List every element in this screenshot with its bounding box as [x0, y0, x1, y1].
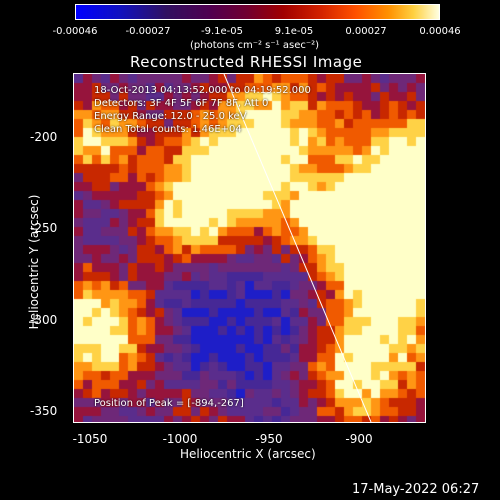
x-tick: -1000 — [162, 432, 198, 446]
colorbar-tick: -9.1e-05 — [201, 26, 243, 37]
y-tick: -300 — [30, 313, 58, 327]
x-tick: -1050 — [72, 432, 108, 446]
colorbar-tick: -0.00046 — [52, 26, 98, 37]
colorbar-tick: 0.00027 — [345, 26, 387, 37]
x-tick: -950 — [255, 432, 283, 446]
image-plot[interactable] — [73, 73, 426, 423]
info-peak: Position of Peak = [-894,-267] — [94, 398, 244, 409]
y-tick: -250 — [30, 221, 58, 235]
colorbar-tick: 9.1e-05 — [274, 26, 314, 37]
heatmap-canvas — [74, 74, 425, 422]
info-detectors: Detectors: 3F 4F 5F 6F 7F 8F, Att 0 — [94, 98, 269, 109]
y-axis-label: Heliocentric Y (arcsec) — [27, 194, 41, 330]
colorbar-tick: -0.00027 — [125, 26, 171, 37]
colorbar — [75, 4, 440, 20]
y-tick: -350 — [30, 404, 58, 418]
colorbar-units: (photons cm⁻² s⁻¹ asec⁻²) — [190, 40, 320, 51]
colorbar-tick: 0.00046 — [419, 26, 461, 37]
y-tick: -200 — [30, 130, 58, 144]
info-time: 18-Oct-2013 04:13:52.000 to 04:19:52.000 — [94, 85, 311, 96]
x-axis-label: Heliocentric X (arcsec) — [180, 447, 316, 461]
footer-date: 17-May-2022 06:27 — [352, 482, 480, 497]
image-title: Reconstructed RHESSI Image — [130, 53, 363, 71]
info-energy: Energy Range: 12.0 - 25.0 keV — [94, 111, 247, 122]
info-counts: Clean Total counts: 1.46E+04 — [94, 124, 242, 135]
limb-line — [223, 74, 372, 422]
x-tick: -900 — [345, 432, 373, 446]
